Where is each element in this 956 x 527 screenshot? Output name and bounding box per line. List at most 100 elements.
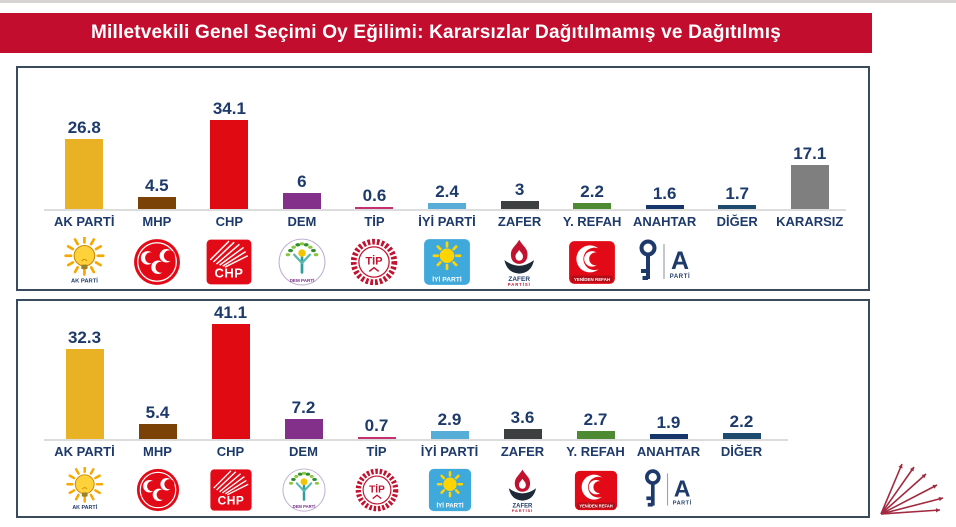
bar-value-label: 3.6 (510, 408, 535, 427)
chart-column: 6 DEM DEM PARTİ (266, 68, 339, 287)
bar (645, 205, 684, 209)
zafer-logo: ZAFER PARTİSİ (497, 237, 541, 287)
bar-value-label: 6 (297, 172, 307, 191)
bar-value-label: 32.3 (67, 328, 102, 347)
top-chart: 26.8 AK PARTİ AK PARTİ 4.5 MHP 34.1 (18, 68, 868, 289)
bar-zone: 34.1 (193, 68, 266, 209)
bar-zone: 4.5 (121, 68, 194, 209)
svg-text:ZAFER: ZAFER (509, 276, 531, 283)
bar-value-label: 1.6 (652, 184, 677, 203)
anahtar-logo: A PARTİ (633, 237, 697, 287)
chart-column: 32.3 AK PARTİ AK PARTİ (48, 301, 121, 513)
bar (790, 165, 829, 209)
svg-text:A: A (674, 475, 691, 501)
category-label: ANAHTAR (636, 444, 701, 459)
chart-column: 0.6 TİP TİP (338, 68, 411, 287)
tip-logo: TİP (354, 467, 400, 513)
svg-text:PARTİ: PARTİ (673, 500, 692, 507)
category-label: ZAFER (500, 444, 545, 459)
chart-column: 1.9 ANAHTAR A PARTİ (632, 301, 705, 513)
svg-text:DEM PARTİ: DEM PARTİ (289, 277, 314, 283)
iyi-logo: İYİ PARTİ (427, 467, 473, 513)
bar-value-label: 1.7 (725, 184, 750, 203)
bar (284, 419, 323, 439)
bar-zone: 41.1 (194, 301, 267, 439)
bar (65, 139, 104, 209)
category-label: ZAFER (497, 214, 542, 229)
bar-value-label: 5.4 (145, 403, 170, 422)
top-chart-columns: 26.8 AK PARTİ AK PARTİ 4.5 MHP 34.1 (18, 68, 868, 287)
category-label: ANAHTAR (632, 214, 697, 229)
bar-zone: 2.9 (413, 301, 486, 439)
bar-zone: 3 (483, 68, 556, 209)
chart-column: 5.4 MHP (121, 301, 194, 513)
bar (649, 434, 688, 439)
chart-column: 3 ZAFER ZAFER PARTİSİ (483, 68, 556, 287)
bar (428, 203, 466, 209)
svg-text:ZAFER: ZAFER (513, 503, 534, 509)
iyi-logo: İYİ PARTİ (422, 237, 472, 287)
bar-zone: 6 (266, 68, 339, 209)
svg-text:YENİDEN REFAH: YENİDEN REFAH (579, 503, 612, 508)
category-label: TİP (364, 214, 385, 229)
svg-text:YENİDEN REFAH: YENİDEN REFAH (574, 276, 610, 282)
bar-value-label: 2.9 (437, 410, 462, 429)
bar-value-label: 17.1 (793, 144, 827, 163)
akparti-logo: AK PARTİ (65, 467, 104, 513)
bar-zone: 3.6 (486, 301, 559, 439)
dem-logo: DEM PARTİ (277, 237, 327, 287)
bar-zone: 0.7 (340, 301, 413, 439)
page-title: Milletvekili Genel Seçimi Oy Eğilimi: Ka… (91, 22, 781, 43)
bar-zone: 2.4 (411, 68, 484, 209)
zafer-logo: ZAFER PARTİSİ (502, 467, 543, 513)
bar-zone: 5.4 (121, 301, 194, 439)
bar-value-label: 1.9 (656, 413, 681, 432)
category-label: KARARSIZ (776, 214, 844, 229)
bar-zone: 26.8 (48, 68, 121, 209)
category-label: DEM (289, 444, 318, 459)
title-banner: Milletvekili Genel Seçimi Oy Eğilimi: Ka… (0, 13, 872, 53)
bar (718, 205, 757, 209)
akparti-logo: AK PARTİ (63, 237, 106, 287)
bar (65, 349, 104, 439)
bar-zone: 17.1 (773, 68, 846, 209)
top-chart-panel: 26.8 AK PARTİ AK PARTİ 4.5 MHP 34.1 (16, 66, 870, 291)
bar (210, 120, 249, 209)
svg-text:PARTİSİ: PARTİSİ (512, 508, 533, 513)
bar (576, 431, 615, 439)
category-label: TİP (366, 444, 387, 459)
bottom-chart-columns: 32.3 AK PARTİ AK PARTİ 5.4 MHP 41.1 (18, 301, 868, 513)
svg-text:TİP: TİP (366, 255, 383, 268)
chart-column: 1.7 DİĞER (701, 68, 774, 287)
bar (211, 324, 250, 439)
yrefah-logo: YENİDEN REFAH (573, 467, 619, 513)
category-label: MHP (143, 444, 172, 459)
chart-column: 7.2 DEM DEM PARTİ (267, 301, 340, 513)
bar-value-label: 41.1 (213, 303, 248, 322)
mhp-logo (135, 467, 181, 513)
bar (282, 193, 321, 209)
svg-text:PARTİ: PARTİ (669, 273, 690, 280)
anahtar-logo: A PARTİ (639, 467, 698, 513)
chp-logo: CHP (204, 237, 254, 287)
bar-zone: 1.7 (701, 68, 774, 209)
category-label: DİĞER (720, 444, 763, 459)
bar-value-label: 0.6 (362, 186, 387, 205)
bottom-chart-panel: 32.3 AK PARTİ AK PARTİ 5.4 MHP 41.1 (16, 299, 870, 518)
dem-logo: DEM PARTİ (281, 467, 327, 513)
chart-column: 3.6 ZAFER ZAFER PARTİSİ (486, 301, 559, 513)
chart-column: 2.9 İYİ PARTİ İYİ PARTİ (413, 301, 486, 513)
bar-value-label: 2.2 (729, 412, 754, 431)
svg-text:A: A (671, 247, 689, 275)
chart-column: 2.4 İYİ PARTİ İYİ PARTİ (411, 68, 484, 287)
chart-column: 26.8 AK PARTİ AK PARTİ (48, 68, 121, 287)
category-label: Y. REFAH (562, 214, 622, 229)
svg-text:DEM PARTİ: DEM PARTİ (292, 504, 315, 509)
svg-text:CHP: CHP (215, 266, 244, 281)
svg-text:TİP: TİP (369, 482, 385, 495)
chart-column: 0.7 TİP TİP (340, 301, 413, 513)
chart-column: 4.5 MHP (121, 68, 194, 287)
bar-zone: 2.2 (705, 301, 778, 439)
category-label: AK PARTİ (54, 214, 115, 229)
category-label: Y. REFAH (566, 444, 625, 459)
